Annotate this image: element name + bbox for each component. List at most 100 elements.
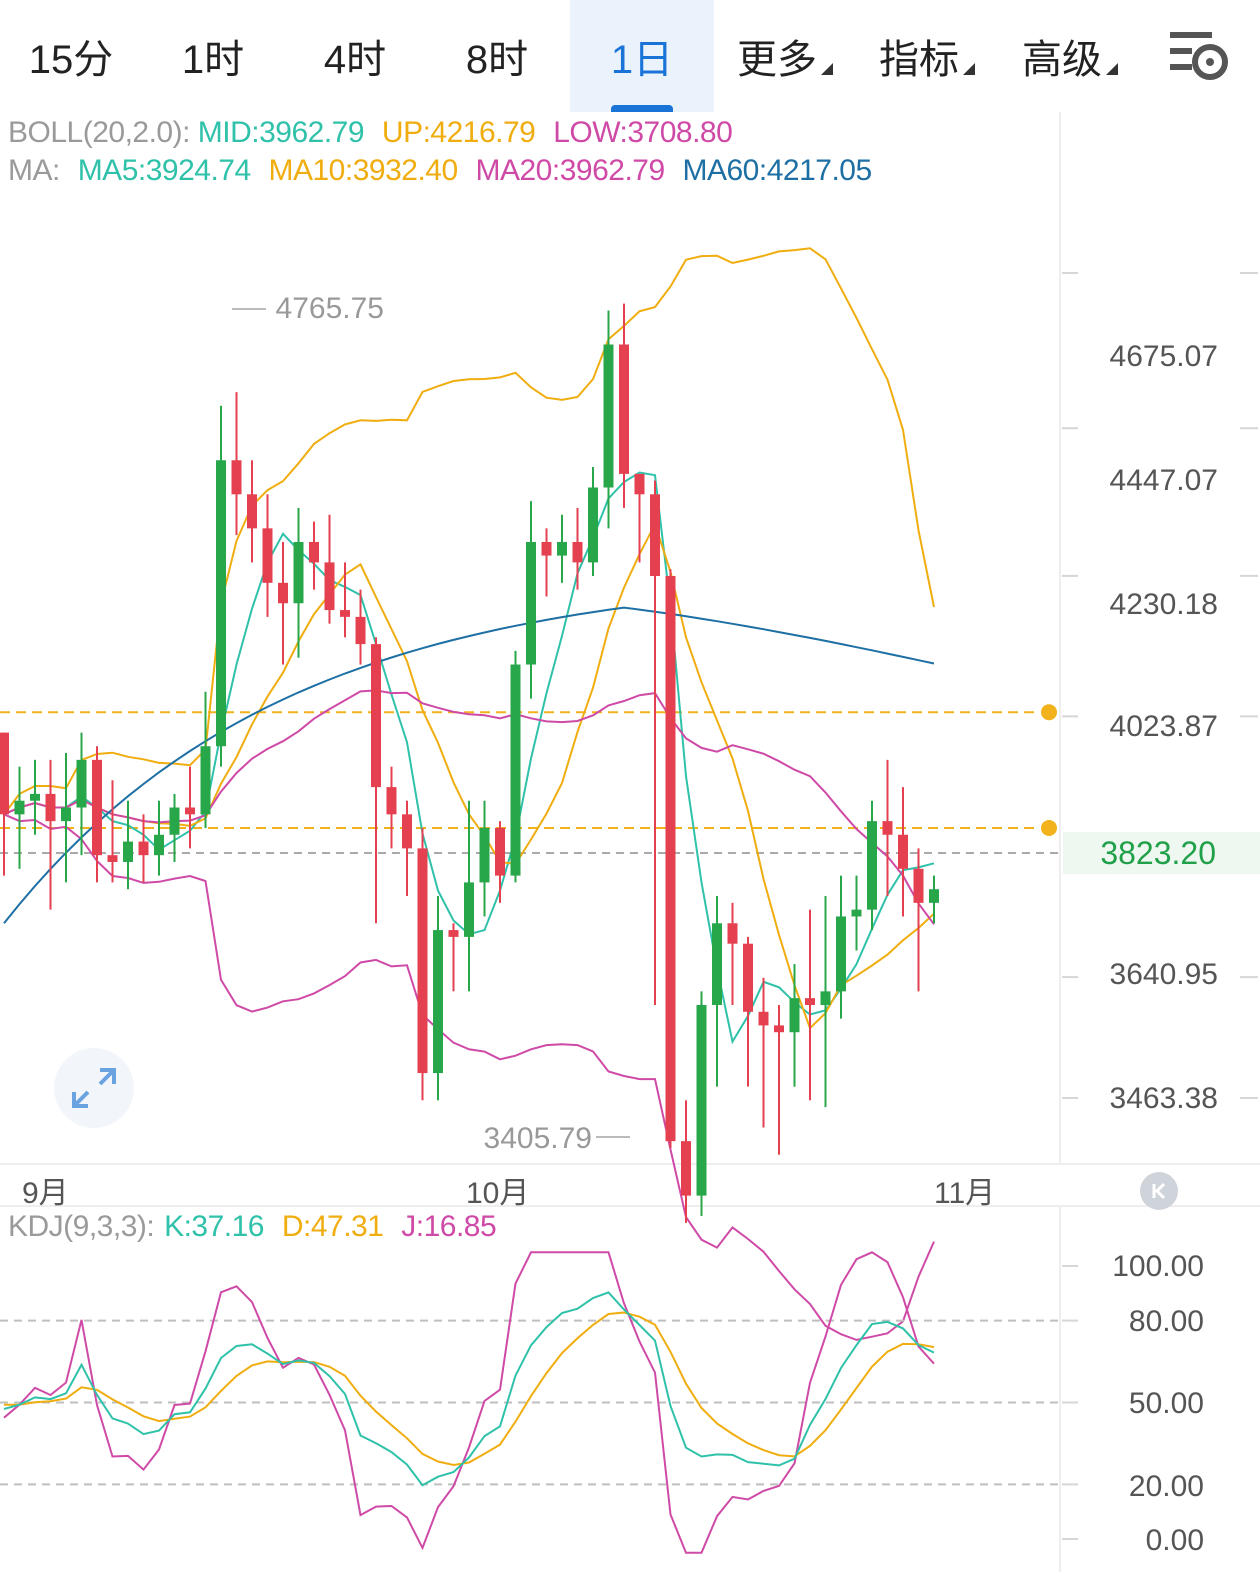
ma10-value: MA10:3932.40 bbox=[268, 154, 459, 187]
price-axis-label: 3463.38 bbox=[1109, 1082, 1218, 1115]
ma60-value: MA60:4217.05 bbox=[682, 154, 873, 187]
ma20-value: MA20:3962.79 bbox=[475, 154, 666, 187]
candle-body bbox=[820, 991, 831, 1005]
tab-label: 15分 bbox=[28, 38, 114, 82]
boll-mid-value: MID:3962.79 bbox=[197, 116, 365, 149]
candle-body bbox=[603, 344, 614, 488]
candle-body bbox=[433, 930, 443, 1074]
candle-body bbox=[572, 541, 583, 563]
candle-body bbox=[371, 644, 381, 788]
tab-1day[interactable]: 1日 bbox=[570, 0, 714, 112]
candle-body bbox=[526, 541, 536, 665]
tab-8hour[interactable]: 8时 bbox=[426, 0, 568, 112]
date-axis-label: 10月 bbox=[466, 1177, 530, 1210]
candle-body bbox=[867, 821, 877, 910]
kdj-k-line bbox=[3, 1291, 935, 1487]
candle-body bbox=[0, 732, 9, 815]
candle-body bbox=[200, 746, 211, 815]
candle-body bbox=[14, 800, 25, 815]
tab-label: 更多 bbox=[737, 38, 817, 82]
ma-legend-name: MA: bbox=[8, 154, 60, 187]
candle-body bbox=[402, 814, 412, 849]
tab-label: 1日 bbox=[610, 38, 674, 82]
kdj-axis-label: 100.00 bbox=[1112, 1250, 1204, 1283]
candles bbox=[0, 303, 939, 1223]
active-tab-indicator bbox=[611, 105, 673, 112]
candle-body bbox=[92, 759, 102, 856]
candle-body bbox=[169, 807, 180, 835]
candle-body bbox=[650, 494, 660, 577]
ma20-line bbox=[3, 689, 935, 925]
kdj-j-value: J:16.85 bbox=[401, 1210, 497, 1243]
kdj-j-line bbox=[3, 1251, 935, 1554]
boll-legend: BOLL(20,2.0): MID:3962.79 UP:4216.79 LOW… bbox=[8, 116, 742, 150]
kdj-axis-label: 0.00 bbox=[1145, 1524, 1204, 1557]
candle-body bbox=[278, 582, 288, 604]
candle-body bbox=[495, 827, 505, 876]
candle-body bbox=[293, 541, 304, 604]
tab-label: 1时 bbox=[181, 38, 245, 82]
candle-body bbox=[340, 610, 350, 617]
kdj-lines bbox=[0, 1251, 1078, 1554]
kdj-d-value: D:47.31 bbox=[281, 1210, 384, 1243]
candle-body bbox=[696, 1004, 707, 1196]
price-axis-label: 4023.87 bbox=[1109, 710, 1218, 743]
tab-1hour[interactable]: 1时 bbox=[142, 0, 284, 112]
kdj-axis-label: 80.00 bbox=[1128, 1305, 1204, 1338]
high-price-marker: 4765.75 bbox=[275, 292, 384, 325]
candle-body bbox=[61, 807, 71, 822]
boll-legend-name: BOLL(20,2.0): bbox=[8, 116, 190, 149]
candle-body bbox=[665, 576, 676, 1142]
candle-body bbox=[123, 841, 133, 862]
alert-dot bbox=[1041, 819, 1057, 836]
kdj-legend-name: KDJ(9,3,3): bbox=[8, 1210, 155, 1243]
candle-body bbox=[185, 807, 195, 815]
tab-label: 4时 bbox=[323, 38, 387, 82]
fullscreen-button[interactable] bbox=[54, 1048, 134, 1128]
low-price-marker: 3405.79 bbox=[483, 1122, 592, 1155]
candle-body bbox=[138, 841, 149, 856]
candle-body bbox=[898, 834, 908, 869]
kdj-axis-label: 20.00 bbox=[1128, 1470, 1204, 1503]
scroll-to-latest-button[interactable] bbox=[1140, 1172, 1178, 1210]
candle-body bbox=[464, 882, 474, 937]
alert-dot bbox=[1041, 704, 1057, 721]
candle-body bbox=[634, 473, 645, 495]
candle-body bbox=[448, 930, 459, 937]
chart-settings-icon[interactable] bbox=[1166, 24, 1230, 84]
candle-body bbox=[417, 848, 428, 1074]
candle-body bbox=[619, 344, 629, 474]
ma60-line bbox=[3, 606, 935, 924]
tab-advanced[interactable]: 高级 bbox=[998, 0, 1142, 112]
candle-body bbox=[913, 868, 924, 903]
ma5-line bbox=[3, 471, 935, 1045]
current-price-label: 3823.20 bbox=[1063, 832, 1260, 874]
tab-more[interactable]: 更多 bbox=[714, 0, 856, 112]
candle-body bbox=[712, 923, 722, 1005]
price-axis-label: 4675.07 bbox=[1109, 340, 1218, 373]
tab-4hour[interactable]: 4时 bbox=[284, 0, 426, 112]
tab-label: 高级 bbox=[1022, 38, 1102, 82]
kdj-legend: KDJ(9,3,3): K:37.16 D:47.31 J:16.85 bbox=[8, 1210, 506, 1244]
candle-body bbox=[479, 827, 490, 883]
boll-low-line bbox=[3, 813, 935, 1341]
candle-body bbox=[541, 541, 552, 556]
ma-legend: MA: MA5:3924.74 MA10:3932.40 MA20:3962.7… bbox=[8, 154, 882, 188]
tab-15min[interactable]: 15分 bbox=[0, 0, 142, 112]
candle-body bbox=[774, 1025, 784, 1033]
indicator-lines bbox=[0, 247, 1060, 1341]
candle-body bbox=[929, 889, 939, 903]
kdj-d-line bbox=[4, 1311, 935, 1467]
tab-indicators[interactable]: 指标 bbox=[856, 0, 998, 112]
expand-icon bbox=[72, 1068, 116, 1108]
candle-body bbox=[882, 821, 893, 835]
ma10-line bbox=[3, 521, 935, 1030]
candle-body bbox=[836, 916, 846, 992]
candle-body bbox=[851, 909, 862, 917]
boll-low-value: LOW:3708.80 bbox=[553, 116, 733, 149]
dropdown-caret-icon bbox=[821, 63, 833, 75]
rewind-icon bbox=[1152, 1182, 1166, 1200]
candle-body bbox=[743, 943, 753, 1012]
candle-body bbox=[216, 460, 226, 747]
candle-body bbox=[355, 616, 366, 645]
